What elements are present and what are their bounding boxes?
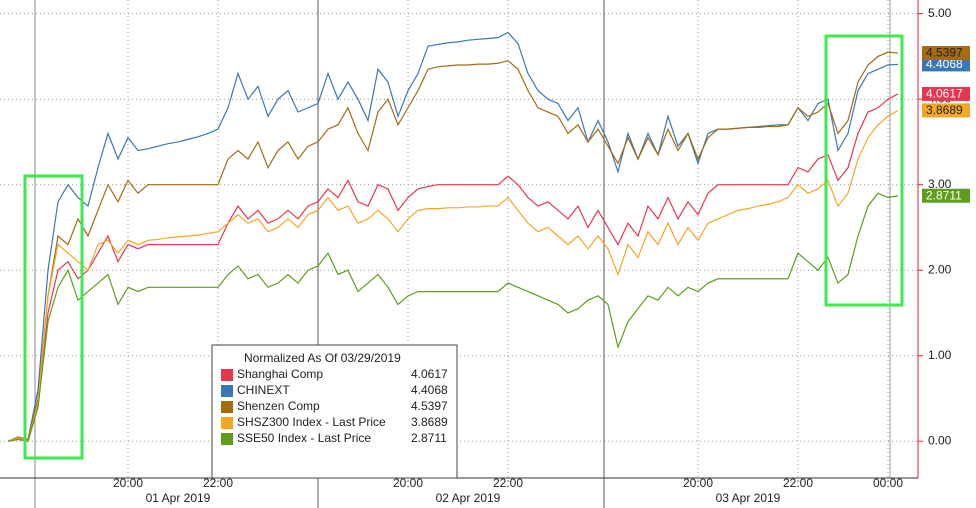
legend-swatch	[221, 417, 233, 429]
y-tick-label: 5.00	[928, 6, 952, 20]
value-tag-label: 4.5397	[926, 46, 963, 60]
highlight-box	[23, 174, 84, 460]
value-tag	[922, 46, 970, 61]
y-tick-label: 0.00	[928, 433, 952, 447]
x-tick-label: 00:00	[873, 476, 903, 490]
legend-label: SHSZ300 Index - Last Price	[237, 415, 386, 429]
legend-value: 3.8689	[411, 415, 448, 429]
value-tag	[922, 86, 970, 101]
legend-value: 4.5397	[411, 399, 448, 413]
value-tag-label: 3.8689	[926, 103, 963, 117]
legend-swatch	[221, 433, 233, 445]
value-tag	[922, 188, 970, 203]
series-line	[7, 192, 899, 442]
y-tick-label: 1.00	[928, 348, 952, 362]
highlight-box	[824, 34, 904, 307]
x-date-label: 01 Apr 2019	[146, 491, 211, 505]
legend-box	[211, 344, 458, 479]
value-tag-label: 4.0617	[926, 87, 963, 101]
x-tick-label: 22:00	[493, 476, 523, 490]
x-date-label: 03 Apr 2019	[716, 491, 781, 505]
value-tag	[922, 103, 970, 118]
legend-label: CHINEXT	[237, 383, 290, 397]
series-line	[7, 51, 899, 442]
legend: Normalized As Of 03/29/2019 Shanghai Com…	[211, 344, 458, 479]
lines	[7, 31, 899, 443]
x-tick-label: 20:00	[393, 476, 423, 490]
y-tick-label: 2.00	[928, 262, 952, 276]
y-tick-label: 3.00	[928, 177, 952, 191]
legend-value: 2.8711	[411, 431, 447, 445]
x-tick-label: 22:00	[203, 476, 233, 490]
legend-swatch	[221, 385, 233, 397]
value-tag-label: 2.8711	[926, 188, 962, 202]
legend-label: Shenzen Comp	[237, 399, 320, 413]
value-tag	[922, 57, 970, 72]
x-date-label: 02 Apr 2019	[436, 491, 501, 505]
legend-label: Shanghai Comp	[237, 367, 323, 381]
legend-value: 4.4068	[411, 383, 448, 397]
legend-value: 4.0617	[411, 367, 448, 381]
x-tick-label: 20:00	[683, 476, 713, 490]
series-line	[7, 93, 899, 442]
series-line	[7, 109, 899, 443]
legend-swatch	[221, 401, 233, 413]
x-tick-label: 22:00	[783, 476, 813, 490]
value-tag-label: 4.4068	[926, 57, 963, 71]
legend-title: Normalized As Of 03/29/2019	[244, 351, 401, 365]
legend-label: SSE50 Index - Last Price	[237, 431, 371, 445]
x-tick-label: 20:00	[113, 476, 143, 490]
legend-swatch	[221, 369, 233, 381]
